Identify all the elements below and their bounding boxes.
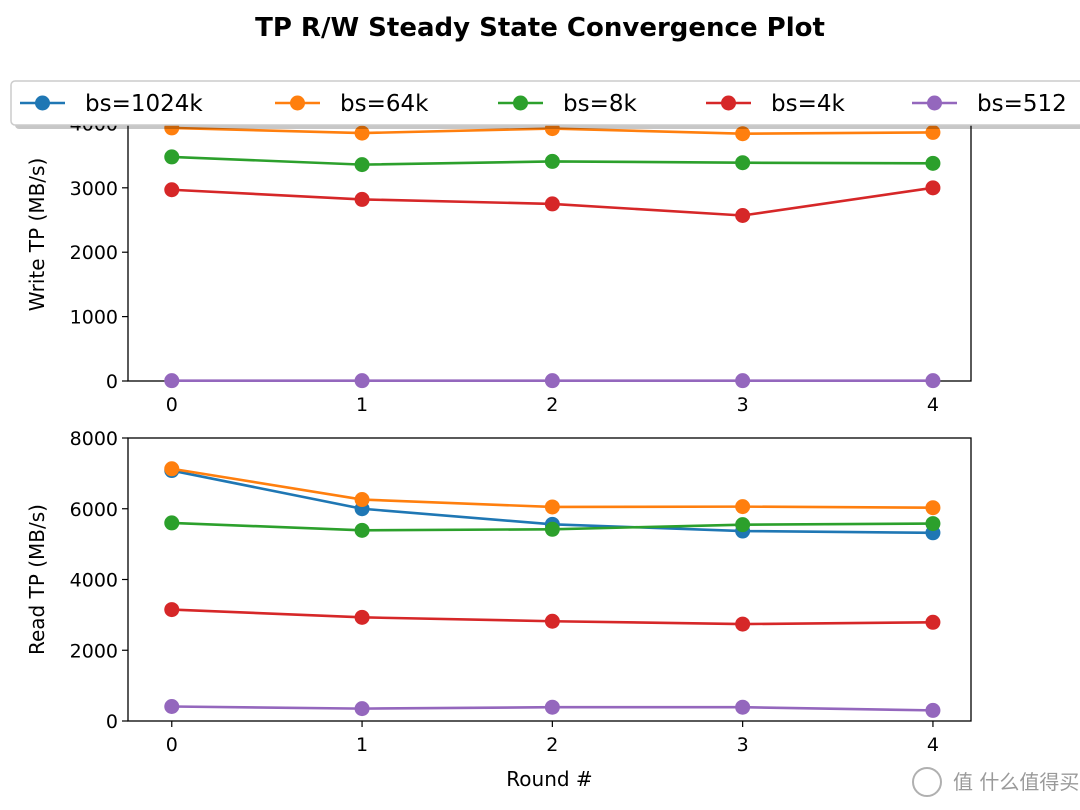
y-tick-label: 0 xyxy=(106,711,118,733)
data-point xyxy=(925,516,941,532)
x-tick-label: 2 xyxy=(546,734,558,756)
series-bs=64k xyxy=(164,120,941,142)
data-point xyxy=(735,699,751,715)
data-point xyxy=(164,515,180,531)
data-point xyxy=(544,499,560,515)
legend-entry: bs=1024k xyxy=(20,91,203,117)
chart-title: TP R/W Steady State Convergence Plot xyxy=(255,13,825,43)
watermark: 值 什么值得买 xyxy=(912,767,1079,797)
data-point xyxy=(544,521,560,537)
legend-marker xyxy=(721,95,736,111)
legend-marker xyxy=(513,95,528,111)
series-bs=8k xyxy=(164,149,941,173)
series-bs=512 xyxy=(164,373,941,389)
x-tick-label: 1 xyxy=(356,394,368,416)
data-point xyxy=(925,702,941,718)
y-tick-label: 1000 xyxy=(70,307,118,329)
data-point xyxy=(735,208,751,224)
data-point xyxy=(735,616,751,632)
watermark-logo-icon xyxy=(912,767,942,797)
y-tick-label: 0 xyxy=(106,371,118,393)
legend-entry: bs=512 xyxy=(912,91,1067,117)
data-point xyxy=(354,609,370,625)
y-tick-label: 3000 xyxy=(70,178,118,200)
legend-label: bs=8k xyxy=(563,91,637,117)
data-point xyxy=(164,149,180,165)
data-point xyxy=(925,373,941,389)
data-point xyxy=(354,125,370,141)
y-tick-label: 2000 xyxy=(70,242,118,264)
data-point xyxy=(925,180,941,196)
series-bs=512 xyxy=(164,698,941,718)
data-point xyxy=(735,126,751,142)
legend-label: bs=1024k xyxy=(85,91,203,117)
data-point xyxy=(925,500,941,516)
legend-marker xyxy=(35,95,50,111)
axes-frame-read xyxy=(127,437,972,722)
legend-label: bs=4k xyxy=(771,91,845,117)
data-point xyxy=(544,196,560,212)
y-tick-label: 6000 xyxy=(70,499,118,521)
data-point xyxy=(925,614,941,630)
data-point xyxy=(544,613,560,629)
x-tick-label: 3 xyxy=(737,394,749,416)
data-point xyxy=(925,155,941,171)
chart-panels: 0 1 2 3 4 0 1000 2000 3000 4000 Write TP (MB/s) 0 1 2… xyxy=(25,87,972,791)
panel-read: 0 1 2 3 4 0 2000 4000 6000 8000 Read TP (MB/s) Roun… xyxy=(25,428,972,791)
data-point xyxy=(354,157,370,173)
x-axis-label: Round # xyxy=(506,767,592,791)
legend-entry: bs=64k xyxy=(275,91,429,117)
y-tick-label: 8000 xyxy=(70,428,118,450)
panel-write: 0123401000200030004000Write TP (MB/s) xyxy=(25,87,972,416)
data-point xyxy=(164,698,180,714)
y-tick-label: 2000 xyxy=(70,640,118,662)
data-point xyxy=(735,499,751,515)
x-tick-label: 1 xyxy=(356,734,368,756)
x-tick-label: 4 xyxy=(927,734,939,756)
data-point xyxy=(354,522,370,538)
watermark-text: 值 什么值得买 xyxy=(953,770,1079,794)
series-bs=4k xyxy=(164,180,941,224)
legend-label: bs=512 xyxy=(977,91,1067,117)
x-tick-label: 2 xyxy=(546,394,558,416)
legend-entry: bs=4k xyxy=(706,91,845,117)
data-point xyxy=(354,492,370,508)
y-tick-label: 4000 xyxy=(70,570,118,592)
y-axis-label-write: Write TP (MB/s) xyxy=(25,158,49,312)
data-point xyxy=(164,182,180,198)
data-point xyxy=(544,373,560,389)
data-point xyxy=(735,517,751,533)
data-point xyxy=(164,373,180,389)
x-tick-label: 4 xyxy=(927,394,939,416)
legend-box xyxy=(10,80,1080,126)
legend-label: bs=64k xyxy=(340,91,429,117)
x-tick-label: 0 xyxy=(166,734,178,756)
data-point xyxy=(354,191,370,207)
data-point xyxy=(925,124,941,140)
x-tick-label: 3 xyxy=(737,734,749,756)
data-point xyxy=(164,461,180,477)
series-bs=4k xyxy=(164,602,941,632)
data-point xyxy=(354,701,370,717)
legend-marker xyxy=(290,95,305,111)
legend-marker xyxy=(927,95,942,111)
legend-entry: bs=8k xyxy=(498,91,637,117)
data-point xyxy=(354,373,370,389)
legend: bs=1024k bs=64k bs=8k bs=4k bs=512 xyxy=(10,80,1080,129)
x-tick-label: 0 xyxy=(166,394,178,416)
data-point xyxy=(735,155,751,171)
series-bs=8k xyxy=(164,515,941,538)
data-point xyxy=(544,699,560,715)
y-axis-label-read: Read TP (MB/s) xyxy=(25,504,49,655)
data-point xyxy=(544,153,560,169)
data-point xyxy=(164,602,180,618)
data-point xyxy=(735,373,751,389)
series-bs=64k xyxy=(164,461,941,516)
